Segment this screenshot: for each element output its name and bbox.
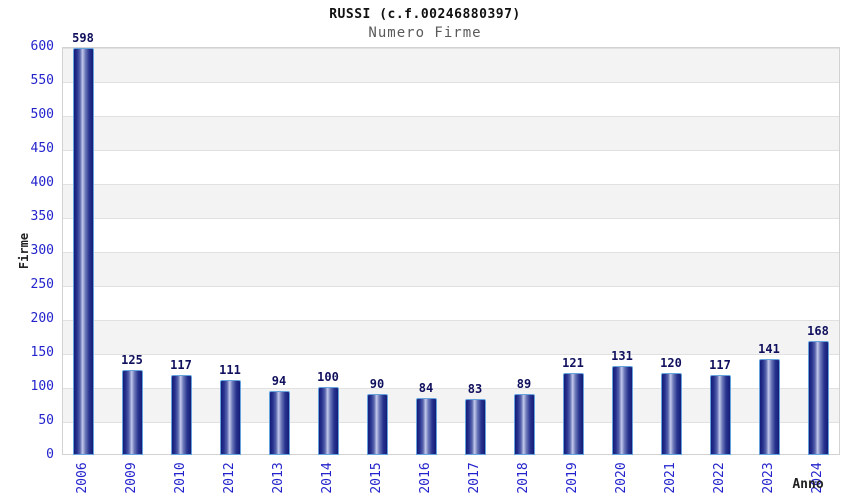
x-tick-label: 2009 bbox=[124, 462, 139, 494]
bar-value-label: 141 bbox=[758, 342, 780, 356]
bar bbox=[758, 359, 780, 455]
x-tick-label: 2012 bbox=[222, 462, 237, 494]
bar-value-label: 121 bbox=[562, 356, 584, 370]
chart-subtitle: Numero Firme bbox=[368, 25, 482, 41]
x-tick-label: 2018 bbox=[516, 462, 531, 494]
bar bbox=[660, 373, 682, 455]
bar bbox=[366, 394, 388, 455]
bar-value-label: 131 bbox=[611, 349, 633, 363]
bar-value-label: 94 bbox=[271, 374, 287, 388]
x-axis-title: Anno bbox=[792, 477, 824, 492]
bar bbox=[513, 394, 535, 455]
bar-value-label: 598 bbox=[72, 31, 94, 45]
bar bbox=[219, 380, 241, 455]
bar bbox=[170, 375, 192, 455]
y-tick-label: 500 bbox=[30, 107, 54, 122]
y-tick-label: 450 bbox=[30, 141, 54, 156]
bar-value-label: 168 bbox=[807, 324, 829, 338]
x-tick-label: 2010 bbox=[173, 462, 188, 494]
bar bbox=[611, 366, 633, 455]
y-tick-label: 200 bbox=[30, 311, 54, 326]
bar-value-label: 111 bbox=[219, 363, 241, 377]
y-tick-label: 250 bbox=[30, 277, 54, 292]
bar bbox=[72, 48, 94, 455]
y-tick-label: 550 bbox=[30, 73, 54, 88]
x-tick-label: 2017 bbox=[467, 462, 482, 494]
bar-value-label: 84 bbox=[418, 381, 434, 395]
bar-value-label: 90 bbox=[369, 377, 385, 391]
x-tick-label: 2015 bbox=[369, 462, 384, 494]
x-tick-label: 2022 bbox=[712, 462, 727, 494]
y-tick-label: 350 bbox=[30, 209, 54, 224]
y-tick-label: 100 bbox=[30, 379, 54, 394]
bar-value-label: 117 bbox=[170, 358, 192, 372]
y-tick-label: 0 bbox=[46, 447, 54, 462]
bar bbox=[464, 399, 486, 455]
bar-value-label: 120 bbox=[660, 356, 682, 370]
bar bbox=[317, 387, 339, 455]
bar-value-label: 89 bbox=[516, 377, 532, 391]
bar bbox=[807, 341, 829, 455]
y-tick-label: 400 bbox=[30, 175, 54, 190]
bar-value-label: 83 bbox=[467, 382, 483, 396]
bar bbox=[709, 375, 731, 455]
bar-value-label: 100 bbox=[317, 370, 339, 384]
y-tick-label: 300 bbox=[30, 243, 54, 258]
x-tick-label: 2006 bbox=[75, 462, 90, 494]
bar bbox=[562, 373, 584, 455]
x-tick-label: 2023 bbox=[761, 462, 776, 494]
bar bbox=[415, 398, 437, 455]
x-tick-label: 2013 bbox=[271, 462, 286, 494]
x-tick-label: 2016 bbox=[418, 462, 433, 494]
bar bbox=[268, 391, 290, 455]
bar-value-label: 117 bbox=[709, 358, 731, 372]
x-tick-label: 2020 bbox=[614, 462, 629, 494]
x-tick-label: 2019 bbox=[565, 462, 580, 494]
y-tick-label: 600 bbox=[30, 39, 54, 54]
bar bbox=[121, 370, 143, 455]
x-tick-label: 2021 bbox=[663, 462, 678, 494]
x-tick-label: 2014 bbox=[320, 462, 335, 494]
y-tick-label: 50 bbox=[38, 413, 54, 428]
y-axis-title: Firme bbox=[17, 232, 31, 270]
y-tick-label: 150 bbox=[30, 345, 54, 360]
bar-value-label: 125 bbox=[121, 353, 143, 367]
chart-title: RUSSI (c.f.00246880397) bbox=[329, 7, 521, 22]
